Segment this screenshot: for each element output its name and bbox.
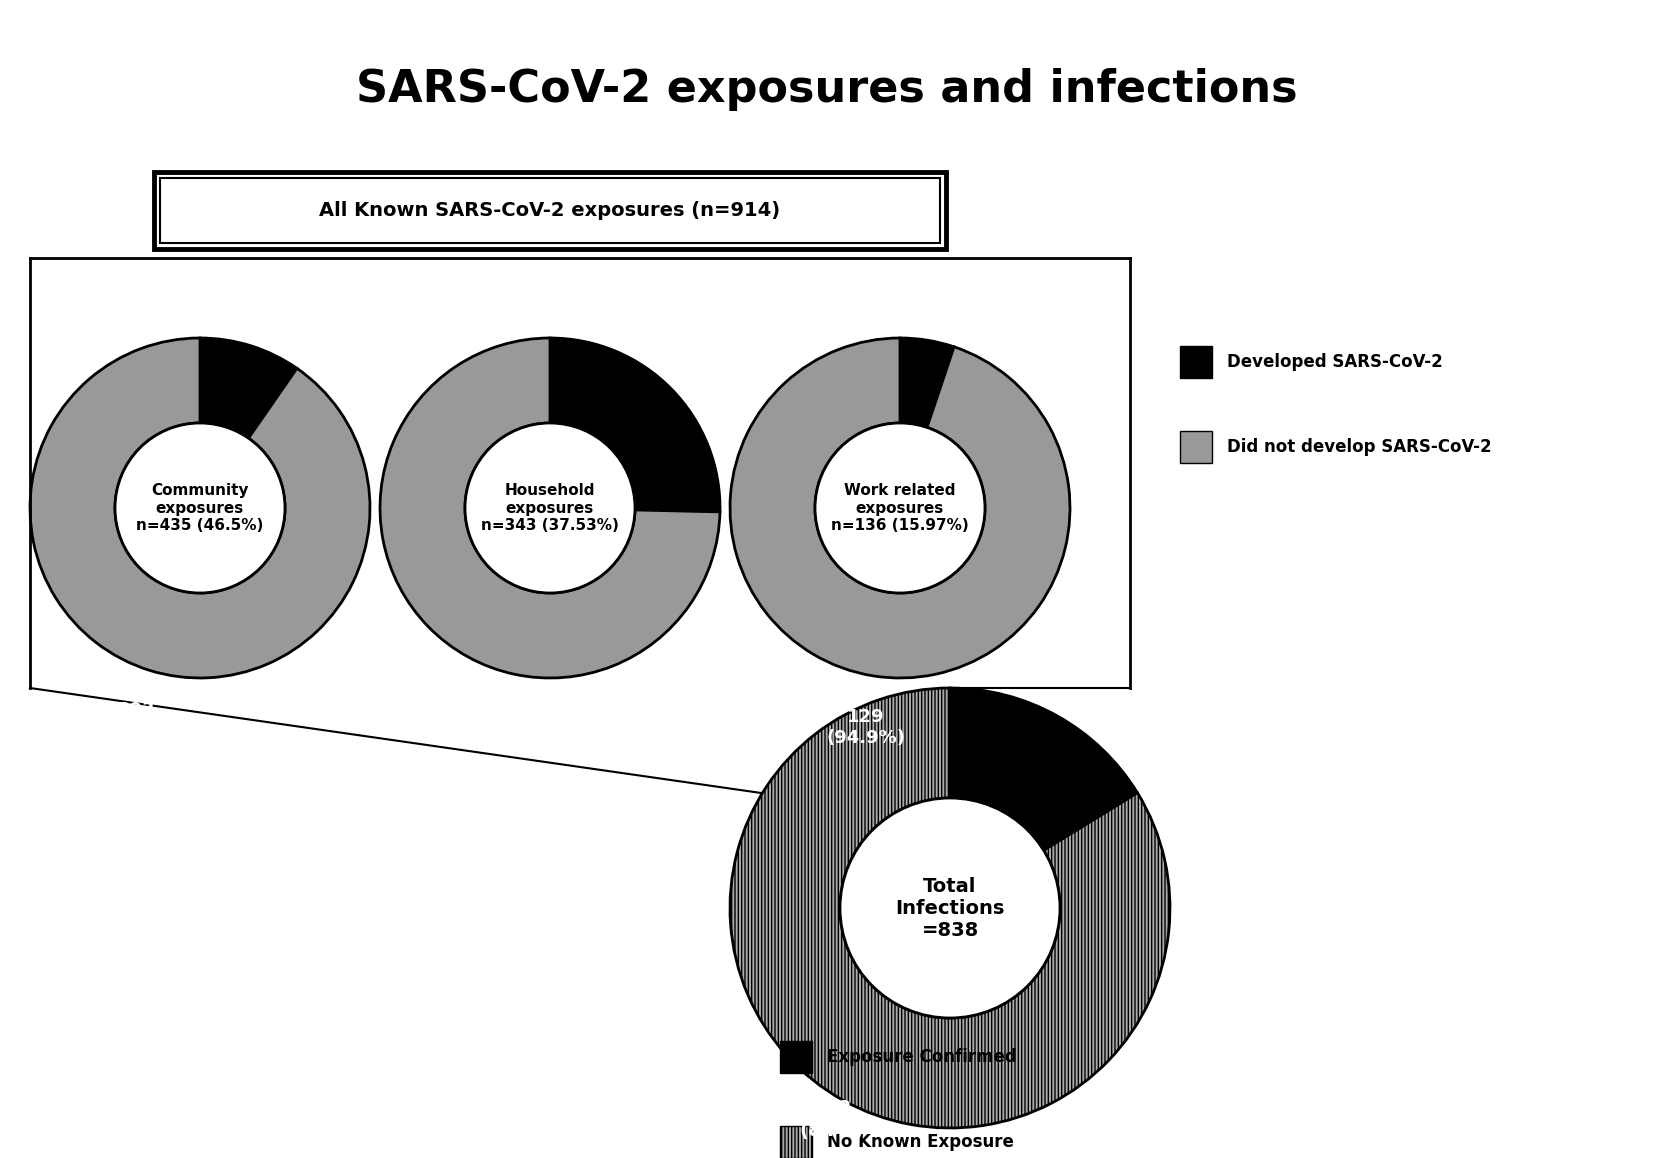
Text: Developed SARS-CoV-2: Developed SARS-CoV-2 (1227, 353, 1442, 371)
Bar (781, 1126, 812, 1158)
Text: Community
exposures
n=435 (46.5%): Community exposures n=435 (46.5%) (136, 483, 263, 533)
Text: 87
(25.4%): 87 (25.4%) (668, 340, 746, 379)
Text: No Known Exposure: No Known Exposure (827, 1133, 1014, 1151)
Text: 7
(5.1%): 7 (5.1%) (906, 274, 973, 313)
Bar (1179, 431, 1212, 463)
Wedge shape (729, 688, 1169, 1128)
Text: SARS-CoV-2 exposures and infections: SARS-CoV-2 exposures and infections (356, 68, 1298, 111)
Circle shape (465, 423, 635, 593)
FancyBboxPatch shape (154, 173, 946, 249)
Text: 136
(16%): 136 (16%) (1032, 642, 1097, 683)
Wedge shape (30, 338, 370, 677)
Text: 129
(94.9%): 129 (94.9%) (827, 709, 905, 747)
Wedge shape (949, 688, 1138, 850)
Text: Total
Infections
=838: Total Infections =838 (895, 877, 1004, 939)
Circle shape (840, 798, 1060, 1018)
Text: 256
(74.6%): 256 (74.6%) (359, 647, 438, 686)
Text: Household
exposures
n=343 (37.53%): Household exposures n=343 (37.53%) (481, 483, 619, 533)
Bar (781, 1041, 812, 1073)
Wedge shape (551, 338, 719, 512)
Wedge shape (900, 338, 954, 427)
Wedge shape (200, 338, 298, 438)
FancyBboxPatch shape (160, 178, 939, 243)
Text: All Known SARS-CoV-2 exposures (n=914): All Known SARS-CoV-2 exposures (n=914) (319, 201, 781, 220)
Text: 42
(9.6%): 42 (9.6%) (240, 280, 306, 320)
Circle shape (116, 423, 284, 593)
Bar (1179, 346, 1212, 378)
Text: Work related
exposures
n=136 (15.97%): Work related exposures n=136 (15.97%) (830, 483, 969, 533)
Text: Did not develop SARS-CoV-2: Did not develop SARS-CoV-2 (1227, 438, 1492, 456)
Wedge shape (380, 338, 719, 677)
Text: 702
(84%): 702 (84%) (799, 1099, 863, 1139)
Circle shape (815, 423, 986, 593)
Wedge shape (729, 338, 1070, 677)
Text: 393
(90.4%): 393 (90.4%) (98, 702, 175, 740)
Text: Exposure Confirmed: Exposure Confirmed (827, 1048, 1017, 1067)
